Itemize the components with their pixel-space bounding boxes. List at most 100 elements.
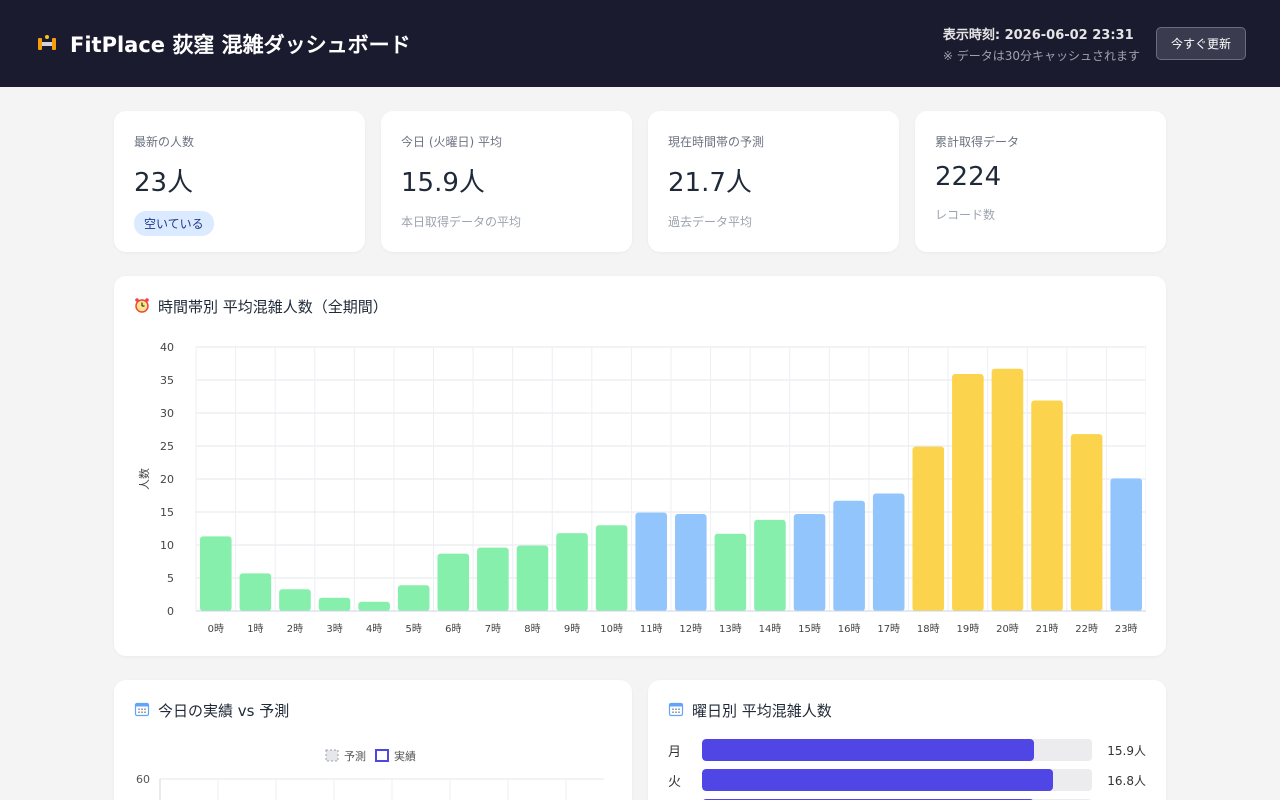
bar-3時 [318, 597, 351, 611]
legend-actual-label: 実績 [394, 749, 416, 763]
x-tick-label: 10時 [600, 623, 623, 635]
card-current-forecast: 現在時間帯の予測 21.7人 過去データ平均 [648, 111, 899, 252]
dumbbell-icon [34, 31, 60, 57]
legend-actual-swatch [375, 749, 389, 762]
x-tick-label: 4時 [366, 623, 382, 635]
y-tick-label: 20 [160, 473, 174, 486]
bar-22時 [1070, 434, 1103, 611]
y-tick-label: 5 [167, 572, 174, 585]
y-tick-label: 40 [160, 341, 174, 354]
status-badge: 空いている [134, 211, 214, 236]
y-tick-label: 0 [167, 605, 174, 618]
bar-14時 [754, 519, 786, 611]
bar-0時 [200, 536, 232, 611]
dow-value: 16.8人 [1107, 773, 1146, 788]
bar-12時 [675, 513, 707, 611]
dow-chart-panel: 曜日別 平均混雑人数 月 15.9人 火 16.8人 [648, 680, 1166, 800]
bar-11時 [635, 512, 667, 611]
dow-day-label: 火 [668, 774, 682, 790]
bar-6時 [437, 553, 470, 611]
vertical-gridlines [217, 779, 567, 800]
card-label: 最新の人数 [134, 135, 195, 149]
refresh-button[interactable]: 今すぐ更新 [1155, 27, 1246, 60]
dow-row [668, 795, 1146, 800]
card-label: 今日 (火曜日) 平均 [401, 135, 502, 149]
x-tick-label: 15時 [798, 623, 821, 635]
bar-15時 [793, 513, 826, 611]
card-sub: レコード数 [935, 208, 996, 222]
x-tick-label: 14時 [759, 623, 782, 635]
hourly-chart-title: 時間帯別 平均混雑人数（全期間） [158, 298, 388, 316]
x-tick-label: 17時 [877, 623, 900, 635]
card-value: 21.7人 [668, 168, 752, 198]
y-tick-label: 35 [160, 374, 174, 387]
app-header: FitPlace 荻窪 混雑ダッシュボード 表示時刻: 2026-06-02 2… [0, 0, 1280, 87]
legend-pred-label: 予測 [344, 749, 366, 763]
card-value: 2224 [935, 162, 1002, 192]
dow-bar-fill [702, 739, 1034, 761]
bar-23時 [1110, 478, 1142, 611]
dow-row: 火 16.8人 [668, 765, 1146, 795]
x-tick-label: 13時 [719, 623, 742, 635]
x-tick-label: 11時 [640, 623, 663, 635]
bar-4時 [358, 601, 390, 611]
x-tick-label: 7時 [485, 623, 501, 635]
y-axis-label: 人数 [138, 468, 151, 490]
card-value: 15.9人 [401, 168, 485, 198]
dow-value: 15.9人 [1107, 743, 1146, 758]
card-value: 23人 [134, 168, 194, 198]
bar-8時 [516, 545, 549, 611]
x-tick-label: 16時 [838, 623, 861, 635]
bar-5時 [397, 585, 430, 611]
dow-row: 月 15.9人 [668, 735, 1146, 765]
card-label: 累計取得データ [935, 135, 1020, 149]
dow-bar-track [702, 739, 1092, 761]
cache-note: ※ データは30分キャッシュされます [942, 48, 1140, 63]
card-total-records: 累計取得データ 2224 レコード数 [915, 111, 1166, 252]
bar-2時 [279, 589, 311, 611]
x-tick-label: 20時 [996, 623, 1019, 635]
bar-21時 [1031, 400, 1063, 611]
bar-10時 [595, 525, 628, 611]
x-tick-label: 12時 [679, 623, 702, 635]
x-tick-label: 19時 [957, 623, 980, 635]
card-label: 現在時間帯の予測 [668, 135, 765, 149]
alarm-clock-icon [134, 297, 150, 317]
legend-pred-swatch [325, 749, 339, 762]
bar-18時 [912, 446, 945, 611]
x-tick-label: 2時 [287, 623, 303, 635]
dow-day-label: 月 [668, 744, 682, 760]
card-sub: 本日取得データの平均 [401, 215, 522, 229]
x-tick-label: 0時 [208, 623, 224, 635]
bar-13時 [714, 533, 747, 611]
brand: FitPlace 荻窪 混雑ダッシュボード [34, 29, 411, 59]
bar-1時 [239, 573, 272, 611]
calendar-icon [668, 701, 684, 721]
bar-17時 [872, 493, 905, 611]
dow-bar-fill [702, 769, 1053, 791]
hourly-bar-chart: 0 5 10 15 20 25 30 35 40 人数 0時 1時 2時 3時 4時 5時 6時 7時 8時 9時 10… [138, 341, 1146, 635]
x-tick-label: 18時 [917, 623, 940, 635]
display-time: 表示時刻: 2026-06-02 23:31 [942, 27, 1134, 43]
x-tick-label: 1時 [247, 623, 263, 635]
calendar-icon [134, 701, 150, 721]
y-tick-label: 25 [160, 440, 174, 453]
y-tick-label: 10 [160, 539, 174, 552]
today-line-chart: 予測 実績 60 50 [136, 749, 604, 800]
x-tick-label: 22時 [1075, 623, 1098, 635]
card-latest-count: 最新の人数 23人 空いている [114, 111, 365, 252]
bar-16時 [833, 500, 865, 611]
x-tick-label: 21時 [1036, 623, 1059, 635]
x-tick-label: 5時 [406, 623, 422, 635]
bar-19時 [952, 374, 984, 611]
bar-20時 [991, 368, 1024, 611]
hourly-chart-panel: 時間帯別 平均混雑人数（全期間） 0 5 10 15 20 25 30 35 40 人数 0時 1時 2… [114, 276, 1166, 656]
bar-7時 [477, 547, 509, 611]
page-title: FitPlace 荻窪 混雑ダッシュボード [70, 32, 411, 57]
dow-chart-title: 曜日別 平均混雑人数 [692, 702, 832, 720]
x-tick-label: 23時 [1115, 623, 1138, 635]
x-tick-label: 6時 [445, 623, 461, 635]
card-sub: 過去データ平均 [668, 215, 753, 229]
today-chart-panel: 今日の実績 vs 予測 予測 実績 60 50 [114, 680, 632, 800]
today-chart-title: 今日の実績 vs 予測 [158, 702, 290, 720]
